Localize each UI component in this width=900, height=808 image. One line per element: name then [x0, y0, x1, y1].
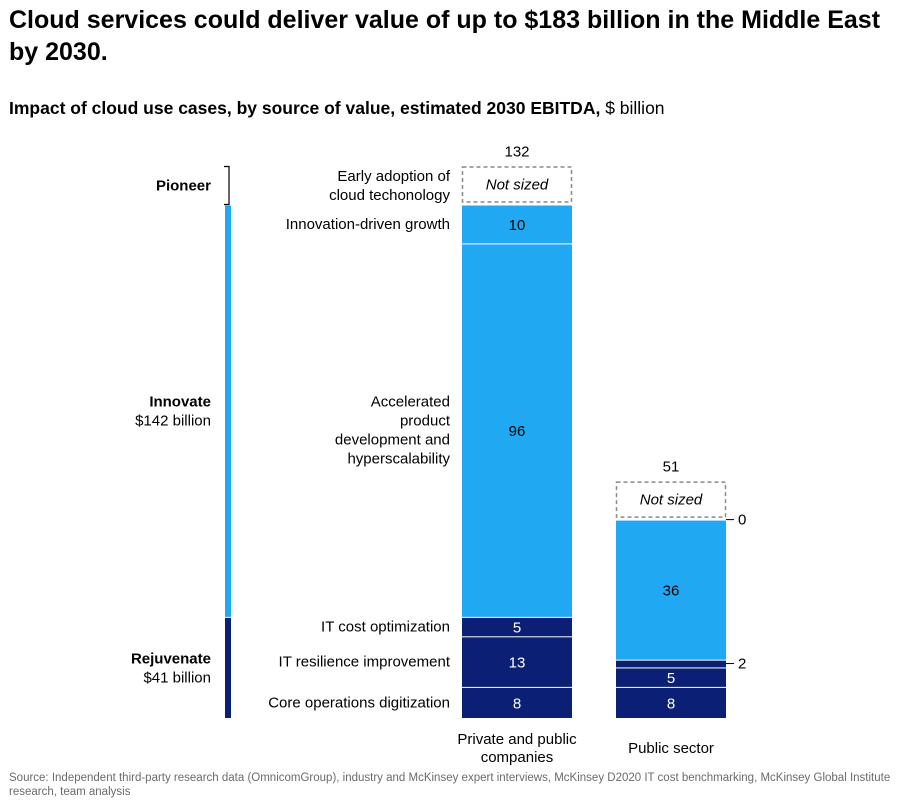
group-bracket-rejuvenate	[225, 617, 231, 718]
not-sized-label-0: Not sized	[486, 177, 549, 194]
bar-segment-0-5	[462, 687, 572, 718]
source-note: Source: Independent third-party research…	[9, 772, 891, 798]
chart-subtitle: Impact of cloud use cases, by source of …	[9, 96, 665, 120]
group-bracket-pioneer	[224, 165, 230, 206]
segment-label-2: Accelerated product development and hypersc…	[335, 394, 451, 468]
data-label-1-4: 5	[667, 670, 675, 687]
group-label-pioneer: Pioneer	[156, 178, 211, 195]
subtitle-main: Impact of cloud use cases, by source of …	[9, 98, 601, 118]
bar-segment-0-1	[462, 205, 572, 244]
bar-segment-1-2	[616, 520, 726, 660]
group-value-rejuvenate: $41 billion	[143, 669, 211, 686]
segment-label-0: Early adoption of cloud techonology	[329, 168, 451, 204]
group-bracket-innovate	[225, 205, 231, 617]
bar-segment-0-3	[462, 617, 572, 637]
data-label-1-3: 2	[738, 656, 746, 673]
bar-segment-1-5	[616, 687, 726, 718]
data-label-1-2: 36	[663, 583, 680, 600]
bar-segment-0-4	[462, 637, 572, 687]
subtitle-unit: $ billion	[600, 98, 665, 118]
group-label-rejuvenate: Rejuvenate	[131, 650, 211, 667]
category-label-0: Private and public companies	[457, 731, 577, 766]
chart-title: Cloud services could deliver value of up…	[9, 6, 881, 66]
not-sized-box-1	[615, 481, 727, 518]
bar-segment-0-2	[462, 244, 572, 617]
total-label-1: 51	[663, 459, 680, 476]
segment-label-5: Core operations digitization	[268, 694, 450, 711]
segment-label-3: IT cost optimization	[321, 619, 450, 636]
data-label-0-5: 8	[513, 695, 521, 712]
segment-label-4: IT resilience improvement	[279, 654, 451, 671]
data-label-0-4: 13	[509, 655, 526, 672]
group-label-innovate: Innovate	[149, 394, 211, 411]
category-label-1: Public sector	[628, 740, 714, 757]
not-sized-label-1: Not sized	[640, 492, 703, 509]
data-label-1-1: 0	[738, 512, 746, 529]
data-label-1-5: 8	[667, 695, 675, 712]
total-label-0: 132	[504, 144, 529, 161]
not-sized-box-0	[461, 166, 573, 203]
data-label-0-3: 5	[513, 620, 521, 637]
group-value-innovate: $142 billion	[135, 413, 211, 430]
data-label-0-2: 96	[509, 423, 526, 440]
bar-segment-1-4	[616, 668, 726, 687]
data-label-0-1: 10	[509, 217, 526, 234]
segment-label-1: Innovation-driven growth	[286, 216, 450, 233]
bar-segment-1-3	[616, 660, 726, 668]
